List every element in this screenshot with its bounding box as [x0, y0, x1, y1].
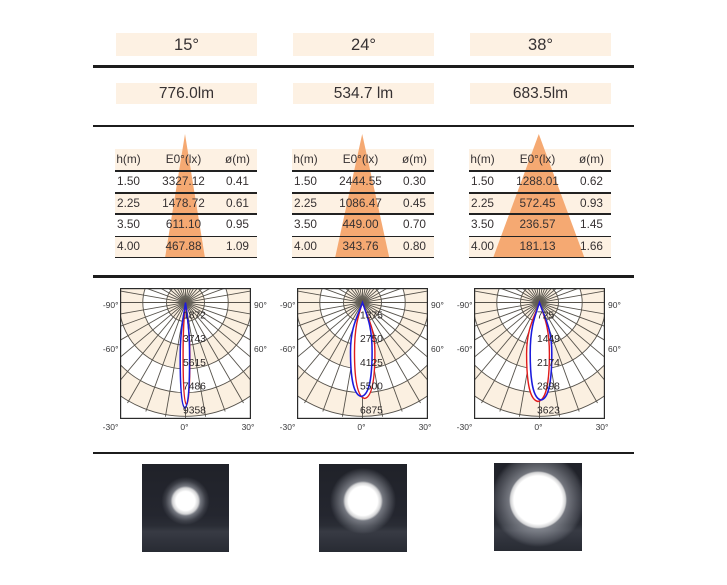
- svg-text:1375: 1375: [360, 310, 383, 321]
- svg-text:2750: 2750: [360, 334, 383, 345]
- svg-text:3743: 3743: [183, 334, 206, 345]
- svg-text:725: 725: [537, 310, 554, 321]
- svg-text:2174: 2174: [537, 357, 560, 368]
- svg-text:1449: 1449: [537, 334, 560, 345]
- svg-text:2898: 2898: [537, 381, 560, 392]
- svg-text:1872: 1872: [183, 310, 206, 321]
- svg-text:6875: 6875: [360, 405, 383, 416]
- svg-text:5615: 5615: [183, 357, 206, 368]
- svg-text:3623: 3623: [537, 405, 560, 416]
- svg-text:7486: 7486: [183, 381, 206, 392]
- svg-text:4125: 4125: [360, 357, 383, 368]
- svg-text:9358: 9358: [183, 405, 206, 416]
- svg-text:5500: 5500: [360, 381, 383, 392]
